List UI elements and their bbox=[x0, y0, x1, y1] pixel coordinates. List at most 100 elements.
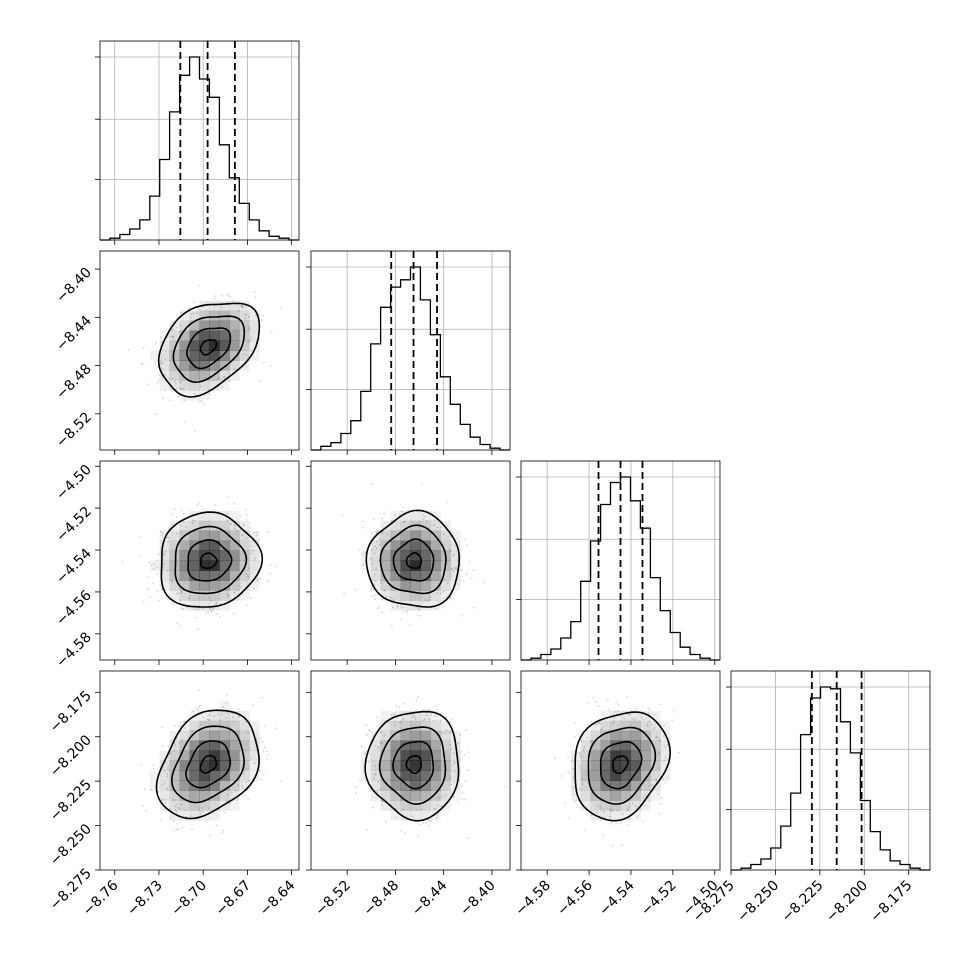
density-bin bbox=[440, 580, 451, 591]
sample-point bbox=[239, 514, 242, 517]
sample-point bbox=[233, 368, 235, 371]
sample-point bbox=[214, 504, 217, 506]
y-tick-label: −8.44 bbox=[53, 313, 95, 355]
density-bin bbox=[590, 780, 601, 791]
density-bin bbox=[249, 320, 260, 331]
sample-point bbox=[578, 752, 581, 754]
density-bin bbox=[169, 350, 180, 361]
density-bin bbox=[199, 530, 210, 541]
density-bin bbox=[229, 550, 240, 561]
sample-point bbox=[151, 582, 154, 585]
sample-point bbox=[270, 330, 273, 333]
density-bin bbox=[169, 540, 180, 551]
sample-point bbox=[422, 822, 424, 825]
sample-point bbox=[206, 718, 209, 721]
density-bin bbox=[159, 560, 170, 571]
x-tick-label: −8.52 bbox=[312, 878, 354, 920]
sample-point bbox=[175, 810, 178, 812]
histogram-frame bbox=[730, 670, 931, 871]
sample-point bbox=[443, 533, 445, 536]
density-bin bbox=[159, 760, 170, 771]
sample-point bbox=[178, 741, 180, 744]
density-bin bbox=[410, 550, 421, 561]
density-bin bbox=[370, 560, 381, 571]
density-bin bbox=[390, 800, 401, 811]
sample-point bbox=[219, 719, 222, 721]
sample-point bbox=[180, 592, 183, 594]
sample-point bbox=[643, 793, 646, 796]
sample-point bbox=[472, 606, 475, 609]
density-bin bbox=[219, 530, 230, 541]
sample-point bbox=[383, 734, 386, 737]
sample-point bbox=[630, 710, 633, 712]
sample-point bbox=[671, 719, 674, 722]
sample-point bbox=[571, 759, 574, 762]
sample-point bbox=[383, 512, 386, 515]
sample-point bbox=[584, 829, 587, 832]
density-bin bbox=[199, 710, 210, 722]
density-bin bbox=[390, 590, 401, 601]
sample-point bbox=[375, 531, 378, 534]
sample-point bbox=[164, 798, 167, 801]
sample-point bbox=[220, 306, 223, 309]
y-tick-label: −4.56 bbox=[53, 587, 95, 629]
sample-point bbox=[269, 572, 272, 575]
contour-level-3 bbox=[185, 740, 232, 789]
density-bin bbox=[380, 570, 391, 581]
density-bin bbox=[390, 720, 401, 732]
y-tick-label: −8.250 bbox=[47, 821, 95, 869]
density-bin bbox=[179, 380, 190, 391]
sample-point bbox=[168, 377, 171, 380]
density-bin bbox=[149, 560, 161, 571]
sample-point bbox=[163, 563, 165, 566]
marks-layer bbox=[100, 41, 930, 871]
density-bin bbox=[239, 780, 250, 791]
density-bin bbox=[650, 740, 661, 751]
sample-point bbox=[267, 580, 269, 583]
sample-point bbox=[245, 581, 248, 583]
sample-point bbox=[208, 393, 211, 396]
sample-point bbox=[652, 728, 655, 731]
density-bin bbox=[179, 570, 190, 581]
sample-point bbox=[402, 702, 405, 705]
sample-point bbox=[428, 599, 430, 601]
sample-point bbox=[461, 615, 463, 617]
sample-point bbox=[167, 756, 170, 759]
sample-point bbox=[180, 387, 183, 390]
density-bin bbox=[620, 790, 631, 801]
density-bin bbox=[179, 310, 190, 321]
density-bin bbox=[430, 560, 441, 571]
sample-point bbox=[400, 618, 403, 621]
x-tick-label: −8.225 bbox=[779, 878, 827, 926]
density-bin bbox=[410, 710, 421, 722]
density-bin bbox=[580, 800, 591, 811]
density-bin bbox=[199, 720, 210, 732]
sample-point bbox=[197, 284, 200, 287]
sample-point bbox=[192, 312, 195, 315]
sample-point bbox=[610, 810, 612, 813]
sample-point bbox=[379, 788, 382, 791]
density-bin bbox=[640, 790, 651, 801]
sample-point bbox=[223, 376, 226, 379]
density-bin bbox=[209, 520, 220, 531]
sample-point bbox=[643, 718, 645, 721]
sample-point bbox=[166, 773, 168, 776]
density-bin bbox=[610, 770, 621, 781]
density-bin bbox=[229, 350, 240, 361]
panel-frame bbox=[99, 460, 300, 661]
sample-point bbox=[177, 592, 179, 595]
sample-point bbox=[242, 353, 245, 356]
sample-point bbox=[196, 312, 199, 314]
sample-point bbox=[567, 771, 570, 774]
sample-point bbox=[229, 295, 231, 298]
density-bin bbox=[450, 780, 461, 791]
density-bin bbox=[169, 760, 180, 771]
density-bin bbox=[610, 800, 621, 811]
sample-point bbox=[454, 770, 456, 773]
sample-point bbox=[221, 294, 223, 297]
density-bin bbox=[450, 730, 461, 741]
density-bin bbox=[199, 330, 210, 341]
contour-level-2 bbox=[174, 525, 248, 595]
sample-point bbox=[254, 557, 257, 559]
sample-point bbox=[237, 708, 240, 710]
